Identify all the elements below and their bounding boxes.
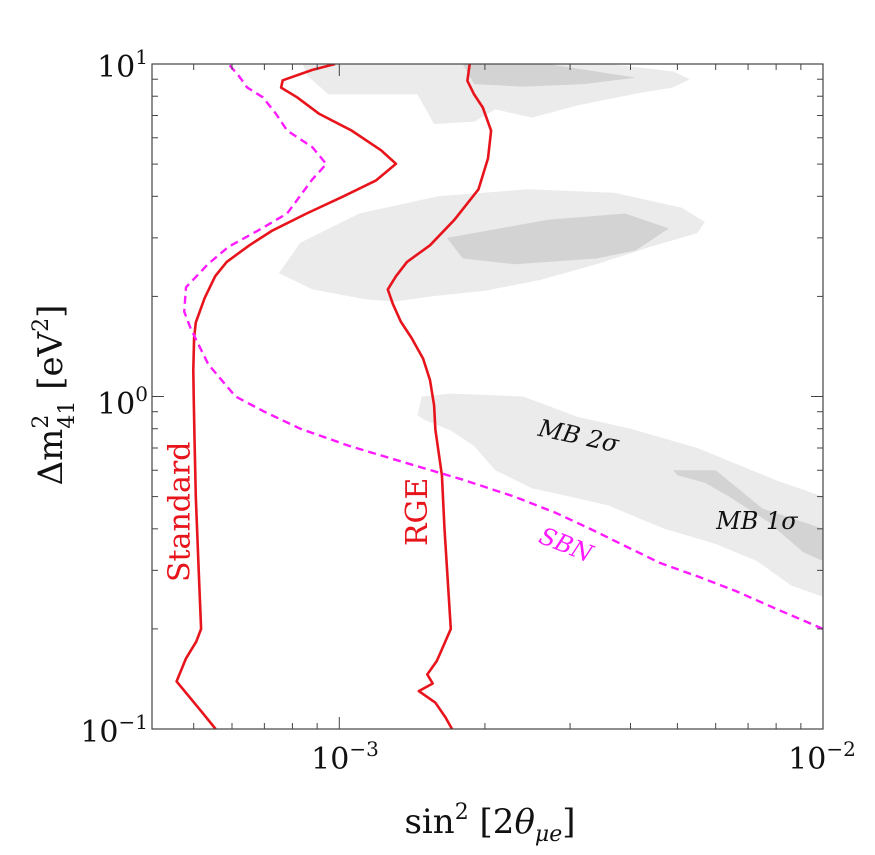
annotation-rge: RGE	[400, 478, 435, 546]
y-tick-label-1e-1: 10−1	[80, 710, 148, 750]
sensitivity-curves	[175, 64, 823, 729]
region-mb-1sigma-region-middle	[447, 213, 669, 265]
x-tick-labels: 10−3 10−2	[311, 737, 856, 777]
mb-regions	[278, 64, 823, 597]
series-standard-line	[175, 64, 398, 729]
series-rge-line	[386, 64, 493, 729]
y-tick-labels: 101 100 10−1	[80, 45, 148, 750]
x-axis-label: sin2 [2θμe]	[404, 800, 575, 847]
annotation-standard: Standard	[162, 442, 197, 582]
annotation-sbn: SBN	[535, 522, 597, 569]
region-mb-2sigma-region-lower-band	[417, 393, 823, 597]
minor-ticks	[152, 63, 824, 730]
y-tick-label-1e1: 101	[97, 45, 148, 85]
annotation-mb-1sigma: MB 1σ	[715, 507, 798, 535]
region-mb-1sigma-region-lower	[673, 470, 823, 561]
y-axis-label: Δm241 [eV2]	[29, 305, 80, 486]
x-tick-label-1e-3: 10−3	[311, 737, 379, 777]
region-mb-1sigma-region-top	[462, 64, 636, 87]
series-sbn-line	[182, 64, 823, 631]
y-tick-label-1e0: 100	[97, 382, 148, 422]
x-tick-label-1e-2: 10−2	[788, 737, 856, 777]
